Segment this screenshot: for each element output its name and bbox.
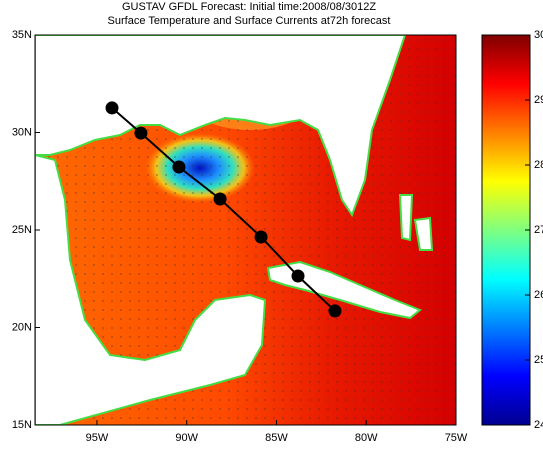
map-field: [35, 35, 456, 425]
colorbar-tick-label: 24: [534, 419, 543, 431]
colorbar-tick-label: 27: [534, 224, 543, 236]
y-tick-label: 25N: [12, 224, 32, 236]
colorbar-tick-label: 29: [534, 94, 543, 106]
y-tick-label: 35N: [12, 29, 32, 41]
colorbar-tick-label: 26: [534, 289, 543, 301]
colorbar-tick-label: 25: [534, 354, 543, 366]
x-tick-label: 75W: [445, 432, 468, 444]
y-tick-label: 15N: [12, 419, 32, 431]
track-point: [134, 126, 148, 140]
track-point: [291, 269, 305, 283]
track-point: [172, 160, 186, 174]
x-tick-label: 90W: [175, 432, 198, 444]
x-tick-label: 85W: [265, 432, 288, 444]
land: [35, 35, 434, 425]
track-point: [213, 192, 227, 206]
x-tick-label: 95W: [86, 432, 109, 444]
colorbar-tick-label: 30: [534, 29, 543, 41]
track-point: [254, 230, 268, 244]
track-point: [328, 304, 342, 318]
track-point: [105, 101, 119, 115]
y-tick-label: 20N: [12, 321, 32, 333]
x-tick-label: 80W: [355, 432, 378, 444]
subtitle: Surface Temperature and Surface Currents…: [108, 15, 391, 27]
colorbar-tick-label: 28: [534, 159, 543, 171]
colorbar: [481, 34, 531, 426]
title: GUSTAV GFDL Forecast: Initial time:2008/…: [122, 1, 376, 13]
y-tick-label: 30N: [12, 126, 32, 138]
